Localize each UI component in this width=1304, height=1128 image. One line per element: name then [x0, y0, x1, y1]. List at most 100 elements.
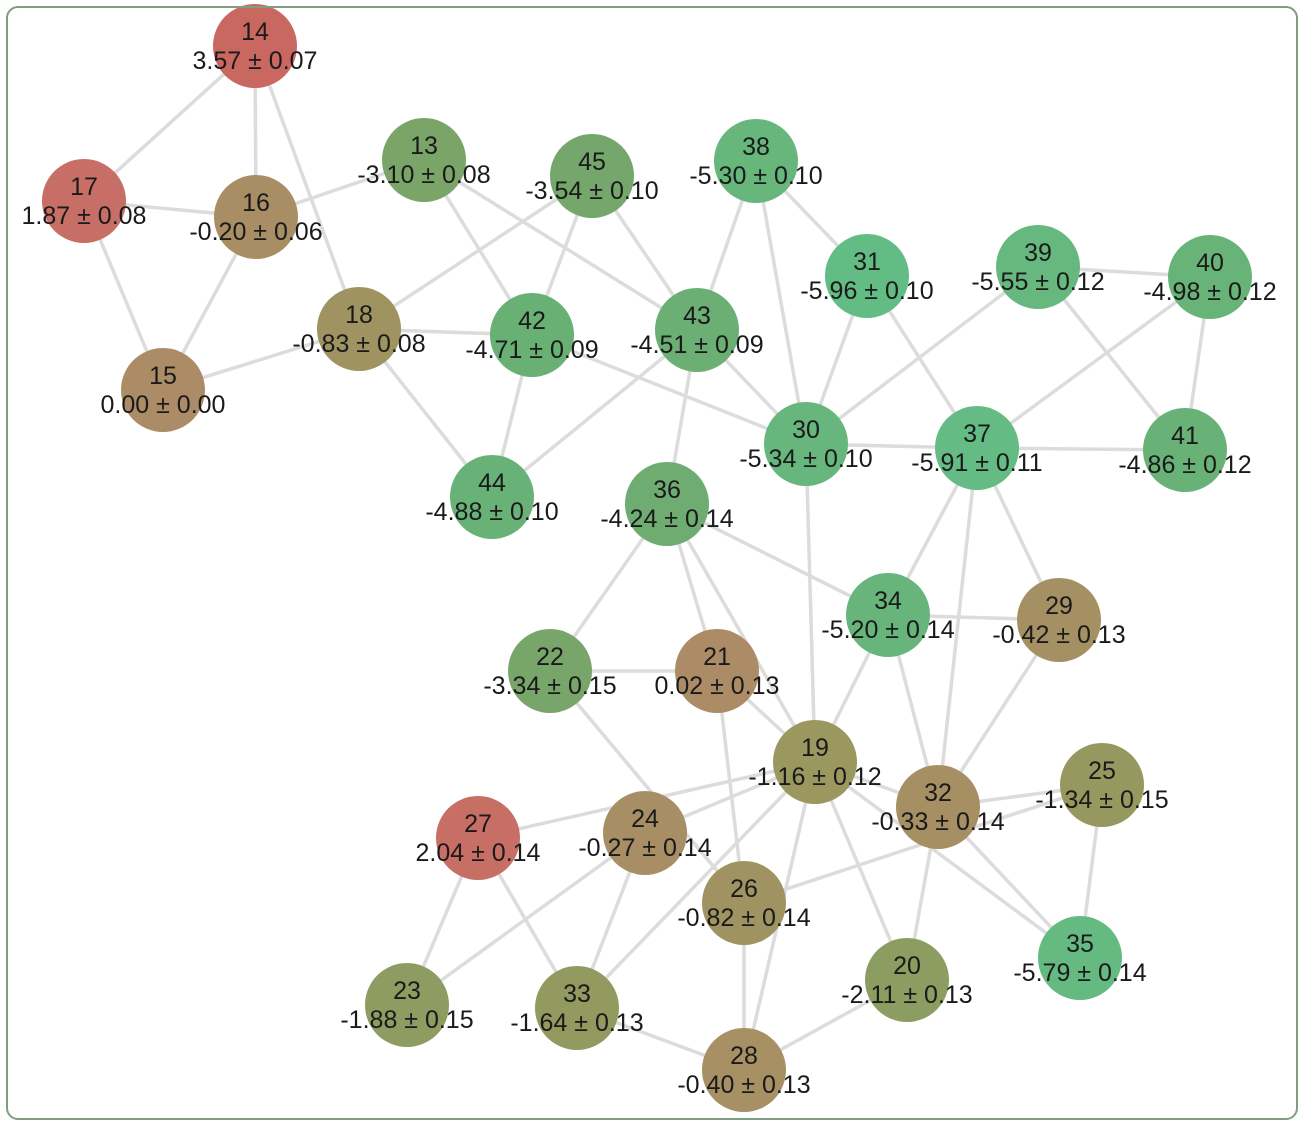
label-layer: 13-3.10 ± 0.08 143.57 ± 0.07 150.00 ± 0.00…	[22, 18, 1277, 1099]
node-17[interactable]	[42, 159, 126, 243]
node-value-label-31: -5.96 ± 0.10	[800, 277, 933, 305]
edge-36-19	[665, 503, 817, 763]
node-24[interactable]	[603, 791, 687, 875]
node-id-label-15: 15	[149, 362, 177, 390]
node-id-label-23: 23	[393, 977, 421, 1005]
node-id-label-43: 43	[683, 302, 711, 330]
node-id-label-26: 26	[730, 875, 758, 903]
node-value-label-17: 1.87 ± 0.08	[22, 202, 147, 230]
node-id-label-44: 44	[478, 469, 506, 497]
node-value-label-18: -0.83 ± 0.08	[292, 330, 425, 358]
node-id-label-16: 16	[242, 189, 270, 217]
node-id-label-45: 45	[578, 148, 606, 176]
node-value-label-14: 3.57 ± 0.07	[193, 47, 318, 75]
node-id-label-27: 27	[464, 810, 492, 838]
node-id-label-38: 38	[742, 133, 770, 161]
node-id-label-25: 25	[1088, 757, 1116, 785]
node-id-label-40: 40	[1196, 249, 1224, 277]
node-id-label-41: 41	[1171, 422, 1199, 450]
node-id-label-17: 17	[70, 173, 98, 201]
node-value-label-40: -4.98 ± 0.12	[1143, 278, 1276, 306]
node-id-label-14: 14	[241, 18, 269, 46]
node-value-label-25: -1.34 ± 0.15	[1035, 786, 1168, 814]
edge-30-19	[804, 443, 817, 763]
node-27[interactable]	[436, 796, 520, 880]
edge-30-39	[804, 265, 1040, 446]
node-id-label-13: 13	[410, 132, 438, 160]
node-id-label-32: 32	[924, 779, 952, 807]
node-25[interactable]	[1060, 743, 1144, 827]
edge-19-35	[813, 760, 1082, 960]
node-value-label-23: -1.88 ± 0.15	[340, 1006, 473, 1034]
node-23[interactable]	[365, 963, 449, 1047]
node-value-label-43: -4.51 ± 0.09	[630, 331, 763, 359]
node-30[interactable]	[764, 402, 848, 486]
node-42[interactable]	[490, 293, 574, 377]
node-value-label-41: -4.86 ± 0.12	[1118, 451, 1251, 479]
node-id-label-24: 24	[631, 805, 659, 833]
node-15[interactable]	[121, 348, 205, 432]
node-id-label-28: 28	[730, 1042, 758, 1070]
node-id-label-19: 19	[801, 734, 829, 762]
node-value-label-39: -5.55 ± 0.12	[971, 268, 1104, 296]
node-value-label-44: -4.88 ± 0.10	[425, 498, 558, 526]
node-id-label-22: 22	[536, 643, 564, 671]
node-id-label-30: 30	[792, 416, 820, 444]
node-14[interactable]	[213, 4, 297, 88]
node-value-label-42: -4.71 ± 0.09	[465, 336, 598, 364]
node-id-label-33: 33	[563, 980, 591, 1008]
node-id-label-29: 29	[1045, 592, 1073, 620]
edge-38-30	[754, 160, 808, 445]
node-value-label-28: -0.40 ± 0.13	[677, 1071, 810, 1099]
node-value-label-22: -3.34 ± 0.15	[483, 672, 616, 700]
node-value-label-13: -3.10 ± 0.08	[357, 161, 490, 189]
node-20[interactable]	[865, 938, 949, 1022]
node-value-label-34: -5.20 ± 0.14	[821, 616, 954, 644]
node-value-label-21: 0.02 ± 0.13	[655, 672, 780, 700]
node-26[interactable]	[702, 861, 786, 945]
node-id-label-42: 42	[518, 307, 546, 335]
node-value-label-36: -4.24 ± 0.14	[600, 505, 733, 533]
node-40[interactable]	[1168, 235, 1252, 319]
node-34[interactable]	[846, 573, 930, 657]
node-layer	[42, 4, 1252, 1112]
node-33[interactable]	[535, 966, 619, 1050]
node-41[interactable]	[1143, 408, 1227, 492]
node-id-label-39: 39	[1024, 239, 1052, 267]
node-44[interactable]	[450, 455, 534, 539]
node-13[interactable]	[382, 118, 466, 202]
node-39[interactable]	[996, 225, 1080, 309]
node-value-label-37: -5.91 ± 0.11	[911, 449, 1042, 477]
node-36[interactable]	[625, 462, 709, 546]
node-value-label-38: -5.30 ± 0.10	[689, 162, 822, 190]
node-18[interactable]	[317, 287, 401, 371]
node-id-label-35: 35	[1066, 930, 1094, 958]
node-28[interactable]	[702, 1028, 786, 1112]
node-37[interactable]	[935, 406, 1019, 490]
node-value-label-27: 2.04 ± 0.14	[416, 839, 541, 867]
node-id-label-20: 20	[893, 952, 921, 980]
edge-13-43	[423, 158, 698, 332]
edge-37-40	[975, 275, 1212, 450]
node-43[interactable]	[655, 288, 739, 372]
node-value-label-45: -3.54 ± 0.10	[525, 177, 658, 205]
node-45[interactable]	[550, 134, 634, 218]
node-value-label-29: -0.42 ± 0.13	[992, 621, 1125, 649]
node-id-label-21: 21	[703, 643, 731, 671]
edge-19-33	[575, 760, 817, 1010]
node-35[interactable]	[1038, 916, 1122, 1000]
node-31[interactable]	[825, 234, 909, 318]
node-38[interactable]	[714, 119, 798, 203]
node-value-label-24: -0.27 ± 0.14	[578, 834, 711, 862]
node-19[interactable]	[773, 720, 857, 804]
node-32[interactable]	[896, 765, 980, 849]
node-29[interactable]	[1017, 578, 1101, 662]
edge-42-30	[531, 333, 807, 446]
node-22[interactable]	[508, 629, 592, 713]
node-value-label-35: -5.79 ± 0.14	[1013, 959, 1146, 987]
node-16[interactable]	[214, 175, 298, 259]
node-value-label-20: -2.11 ± 0.13	[841, 981, 972, 1009]
node-21[interactable]	[675, 629, 759, 713]
